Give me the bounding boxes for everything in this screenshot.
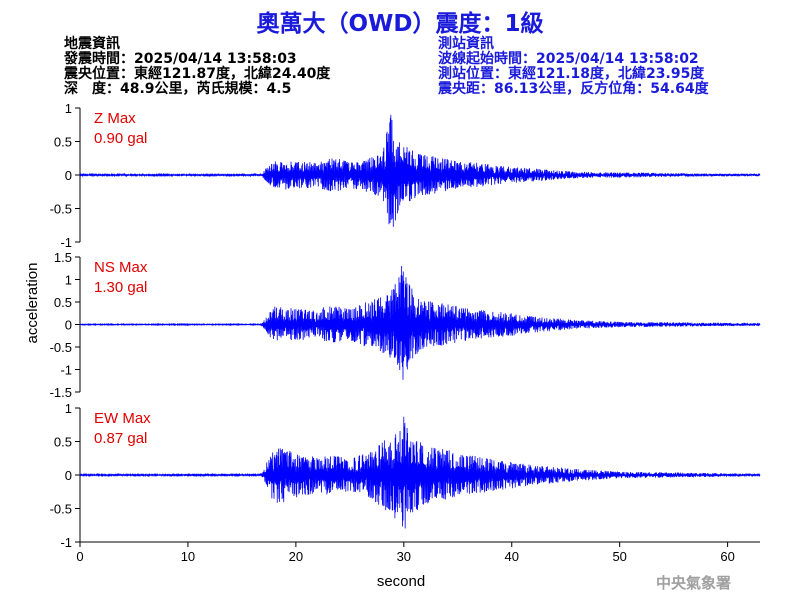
y-tick-label: 0.5: [54, 135, 72, 150]
y-tick-label: 1: [65, 273, 72, 288]
x-tick-label: 0: [76, 549, 83, 564]
earthquake-info: 地震資訊 發震時間：2025/04/14 13:58:03 震央位置：東經121…: [64, 37, 330, 97]
x-axis-label: second: [377, 573, 425, 590]
seismogram-trace-ew: [79, 416, 761, 529]
epicenter-location: 震央位置：東經121.87度，北緯24.40度: [64, 66, 331, 82]
panel-label-ew: EW Max: [94, 410, 151, 427]
earthquake-info-heading: 地震資訊: [64, 36, 120, 52]
x-axis: 0 10 20 30 40 50 60: [76, 541, 760, 564]
y-tick-label: 1.5: [54, 250, 72, 265]
y-tick-label: -1: [60, 235, 72, 250]
y-tick-label: 1: [65, 101, 72, 116]
x-tick-label: 40: [505, 549, 519, 564]
y-tick-label: 1: [65, 401, 72, 416]
x-tick-label: 60: [720, 549, 734, 564]
wave-start-time: 波線起始時間：2025/04/14 13:58:02: [438, 51, 699, 67]
panel-z: 1 0.5 0 -0.5 -1 Z Max 0.90 gal: [50, 101, 761, 250]
y-tick-label: 0: [65, 318, 72, 333]
panel-max-value-z: 0.90 gal: [94, 130, 147, 147]
origin-time: 發震時間：2025/04/14 13:58:03: [64, 51, 297, 67]
y-tick-label: -0.5: [50, 340, 72, 355]
x-tick-label: 30: [397, 549, 411, 564]
y-tick-label: 0: [65, 468, 72, 483]
y-tick-label: -1: [60, 535, 72, 550]
panel-max-value-ew: 0.87 gal: [94, 430, 147, 447]
panel-ns: 1.5 1 0.5 0 -0.5 -1 -1.5 NS Max 1.30 gal: [50, 250, 761, 400]
station-location: 測站位置：東經121.18度，北緯23.95度: [438, 66, 705, 82]
y-tick-label: -0.5: [50, 502, 72, 517]
station-info: 測站資訊 波線起始時間：2025/04/14 13:58:02 測站位置：東經1…: [438, 37, 709, 97]
y-tick-label: -1: [60, 363, 72, 378]
x-tick-label: 10: [181, 549, 195, 564]
y-tick-label: 0.5: [54, 435, 72, 450]
distance-azimuth: 震央距：86.13公里，反方位角：54.64度: [438, 81, 709, 97]
y-tick-label: 0.5: [54, 295, 72, 310]
panel-label-z: Z Max: [94, 110, 136, 127]
x-tick-label: 50: [612, 549, 626, 564]
y-tick-label: -1.5: [50, 385, 72, 400]
seismogram-trace-ns: [79, 265, 761, 380]
page-title: 奧萬大（OWD）震度：1級: [256, 11, 544, 37]
panels-group: 1 0.5 0 -0.5 -1 Z Max 0.90 gal 1.5 1 0.5 0 -0.5 -1 -1…: [50, 101, 761, 550]
depth-magnitude: 深 度：48.9公里，芮氏規模：4.5: [64, 81, 292, 97]
panel-ew: 1 0.5 0 -0.5 -1 EW Max 0.87 gal: [50, 401, 761, 550]
station-info-heading: 測站資訊: [438, 36, 494, 52]
agency-watermark: 中央氣象署: [656, 574, 732, 592]
y-tick-label: 0: [65, 168, 72, 183]
x-tick-label: 20: [289, 549, 303, 564]
y-axis-label: acceleration: [24, 263, 41, 344]
panel-label-ns: NS Max: [94, 259, 148, 276]
seismogram-trace-z: [79, 114, 761, 227]
y-tick-label: -0.5: [50, 202, 72, 217]
panel-max-value-ns: 1.30 gal: [94, 279, 147, 296]
